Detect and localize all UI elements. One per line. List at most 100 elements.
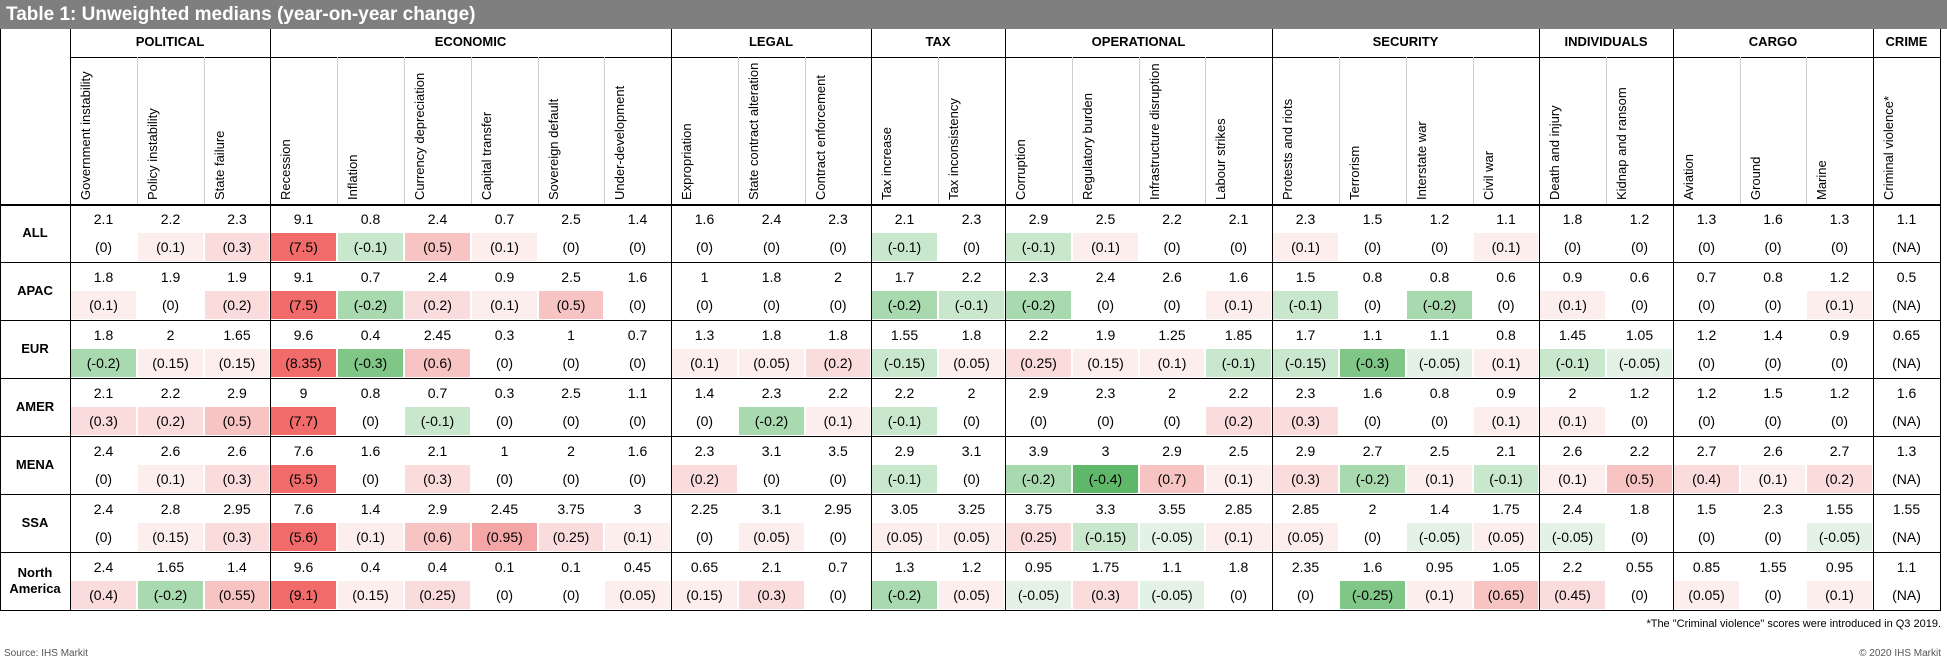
cell-value: 2.3	[694, 443, 715, 459]
column-header: Expropriation	[679, 123, 694, 200]
cell-value: 2	[834, 269, 842, 285]
cell-change: (-0.15)	[1073, 523, 1138, 551]
cell-change: (0.15)	[205, 349, 269, 377]
group-divider	[671, 29, 672, 610]
column-header: Under-development	[612, 85, 627, 200]
cell-value: 1.6	[1896, 385, 1917, 401]
cell-change: (-0.1)	[872, 407, 937, 435]
cell-value: 1.4	[694, 385, 715, 401]
cell-change: (0)	[1630, 587, 1649, 603]
group-divider	[1539, 29, 1540, 610]
cell-value: 0.8	[360, 211, 381, 227]
cell-change: (0)	[361, 413, 380, 429]
cell-value: 0.7	[828, 559, 848, 575]
cell-value: 1.7	[894, 269, 915, 285]
cell-value: 2	[567, 443, 575, 459]
cell-change: (0.4)	[1674, 465, 1739, 493]
cell-value: 1.2	[1629, 211, 1650, 227]
cell-change: (0.5)	[205, 407, 269, 435]
cell-change: (-0.2)	[1340, 465, 1405, 493]
cell-value: 0.45	[623, 559, 652, 575]
column-header: Regulatory burden	[1080, 93, 1095, 200]
cell-value: 0.8	[1429, 385, 1450, 401]
cell-value: 1.5	[1696, 501, 1717, 517]
cell-value: 2.7	[1829, 443, 1850, 459]
cell-value: 1.6	[627, 269, 648, 285]
cell-change: (0)	[962, 239, 981, 255]
cell-value: 7.6	[293, 443, 314, 459]
cell-change: (0.65)	[1474, 581, 1538, 609]
cell-value: 1.4	[627, 211, 648, 227]
cell-change: (0.1)	[1073, 233, 1138, 261]
cell-value: 1.6	[694, 211, 715, 227]
cell-value: 1.75	[1492, 501, 1520, 517]
cell-value: 2.2	[1629, 443, 1650, 459]
cell-value: 2.2	[1562, 559, 1583, 575]
cell-value: 1.7	[1295, 327, 1316, 343]
cell-change: (-0.05)	[1807, 523, 1872, 551]
cell-value: 0.4	[360, 559, 381, 575]
column-header: Contract enforcement	[813, 74, 828, 200]
cell-value: 1.75	[1091, 559, 1120, 575]
cell-value: 7.6	[293, 501, 314, 517]
column-divider	[137, 57, 138, 204]
cell-change: (0)	[94, 471, 113, 487]
cell-change: (0)	[495, 355, 514, 371]
cell-value: 0.7	[627, 327, 648, 343]
cell-value: 9.1	[293, 211, 314, 227]
cell-value: 0.3	[494, 385, 515, 401]
column-divider	[404, 57, 405, 204]
cell-change: (0)	[628, 471, 647, 487]
cell-change: (0)	[628, 355, 647, 371]
cell-change: (-0.1)	[1540, 349, 1605, 377]
cell-value: 0.6	[1629, 269, 1650, 285]
cell-value: 1.3	[1896, 443, 1917, 459]
cell-value: 2.85	[1291, 501, 1320, 517]
cell-value: 2.9	[1028, 385, 1049, 401]
cell-value: 1.9	[1095, 327, 1116, 343]
cell-change: (0)	[1830, 239, 1849, 255]
cell-change: (0.05)	[739, 349, 804, 377]
cell-change: (0.25)	[405, 581, 470, 609]
cell-value: 2.1	[93, 211, 114, 227]
cell-value: 1.2	[1696, 385, 1717, 401]
cell-value: 1.1	[1429, 327, 1450, 343]
cell-value: 1.2	[961, 559, 982, 575]
cell-change: (0)	[762, 239, 781, 255]
row-label-3: AMER	[15, 399, 55, 414]
cell-value: 1.3	[1696, 211, 1717, 227]
cell-value: 2.2	[160, 385, 181, 401]
column-divider	[1806, 57, 1807, 204]
cell-change: (0)	[1563, 239, 1582, 255]
cell-value: 2.1	[427, 443, 448, 459]
cell-value: 0.6	[1496, 269, 1516, 285]
cell-change: (0)	[1497, 297, 1515, 313]
cell-value: 1.8	[93, 327, 114, 343]
cell-change: (0)	[962, 471, 981, 487]
cell-change: (0)	[1764, 587, 1782, 603]
cell-change: (-0.1)	[939, 291, 1004, 319]
table-border-right	[1940, 29, 1941, 610]
cell-value: 2.45	[490, 501, 519, 517]
cell-value: 1.5	[1362, 211, 1383, 227]
cell-change: (0)	[1697, 529, 1716, 545]
row-divider	[0, 552, 1941, 553]
cell-change: (NA)	[1892, 587, 1921, 603]
cell-value: 2.5	[561, 211, 581, 227]
cell-value: 2.3	[961, 211, 982, 227]
row-label-2: EUR	[21, 341, 49, 356]
cell-value: 0.3	[494, 327, 515, 343]
cell-change: (-0.05)	[1140, 523, 1204, 551]
cell-change: (-0.1)	[1206, 349, 1271, 377]
cell-change: (0)	[628, 239, 647, 255]
cell-value: 1.6	[1763, 211, 1783, 227]
cell-value: 2.95	[223, 501, 251, 517]
column-header: Corruption	[1013, 139, 1028, 200]
cell-change: (NA)	[1892, 413, 1921, 429]
cell-change: (0.55)	[205, 581, 269, 609]
cell-change: (0.1)	[1206, 291, 1271, 319]
cell-change: (0.25)	[1006, 523, 1071, 551]
cell-value: 2.1	[93, 385, 114, 401]
cell-change: (0)	[1697, 413, 1716, 429]
cell-value: 1.8	[961, 327, 982, 343]
